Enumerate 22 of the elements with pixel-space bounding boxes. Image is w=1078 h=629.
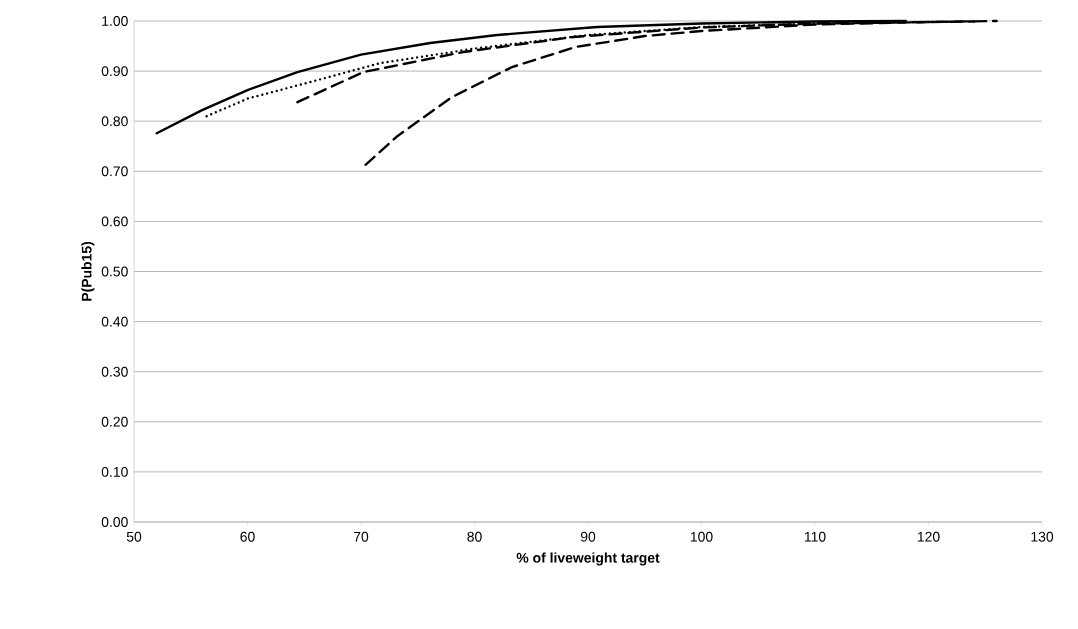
y-tick-label: 0.00 <box>101 517 128 527</box>
x-tick-label: 70 <box>353 531 369 542</box>
x-tick-label: 100 <box>690 531 713 542</box>
x-tick-label: 110 <box>804 531 826 542</box>
y-tick-label: 0.10 <box>101 466 128 477</box>
x-tick-label: 50 <box>126 531 142 542</box>
y-tick-label: 0.70 <box>101 166 128 177</box>
y-tick-label: 0.40 <box>101 316 128 327</box>
x-tick-label: 130 <box>1031 531 1054 542</box>
y-axis-title: P(Pub15) <box>81 241 95 301</box>
y-tick-label: 0.90 <box>101 66 128 77</box>
y-tick-label: 0.20 <box>101 416 128 427</box>
y-tick-label: 0.80 <box>101 116 128 127</box>
y-tick-label: 0.30 <box>101 366 128 377</box>
x-tick-label: 60 <box>240 531 255 542</box>
x-axis-title: % of liveweight target <box>516 552 660 566</box>
x-tick-label: 120 <box>917 531 940 542</box>
y-tick-label: 1.00 <box>102 16 128 26</box>
x-tick-label: 90 <box>580 531 596 542</box>
y-tick-label: 0.60 <box>101 216 128 227</box>
y-tick-label: 0.50 <box>101 266 128 277</box>
x-tick-label: 80 <box>467 531 482 542</box>
